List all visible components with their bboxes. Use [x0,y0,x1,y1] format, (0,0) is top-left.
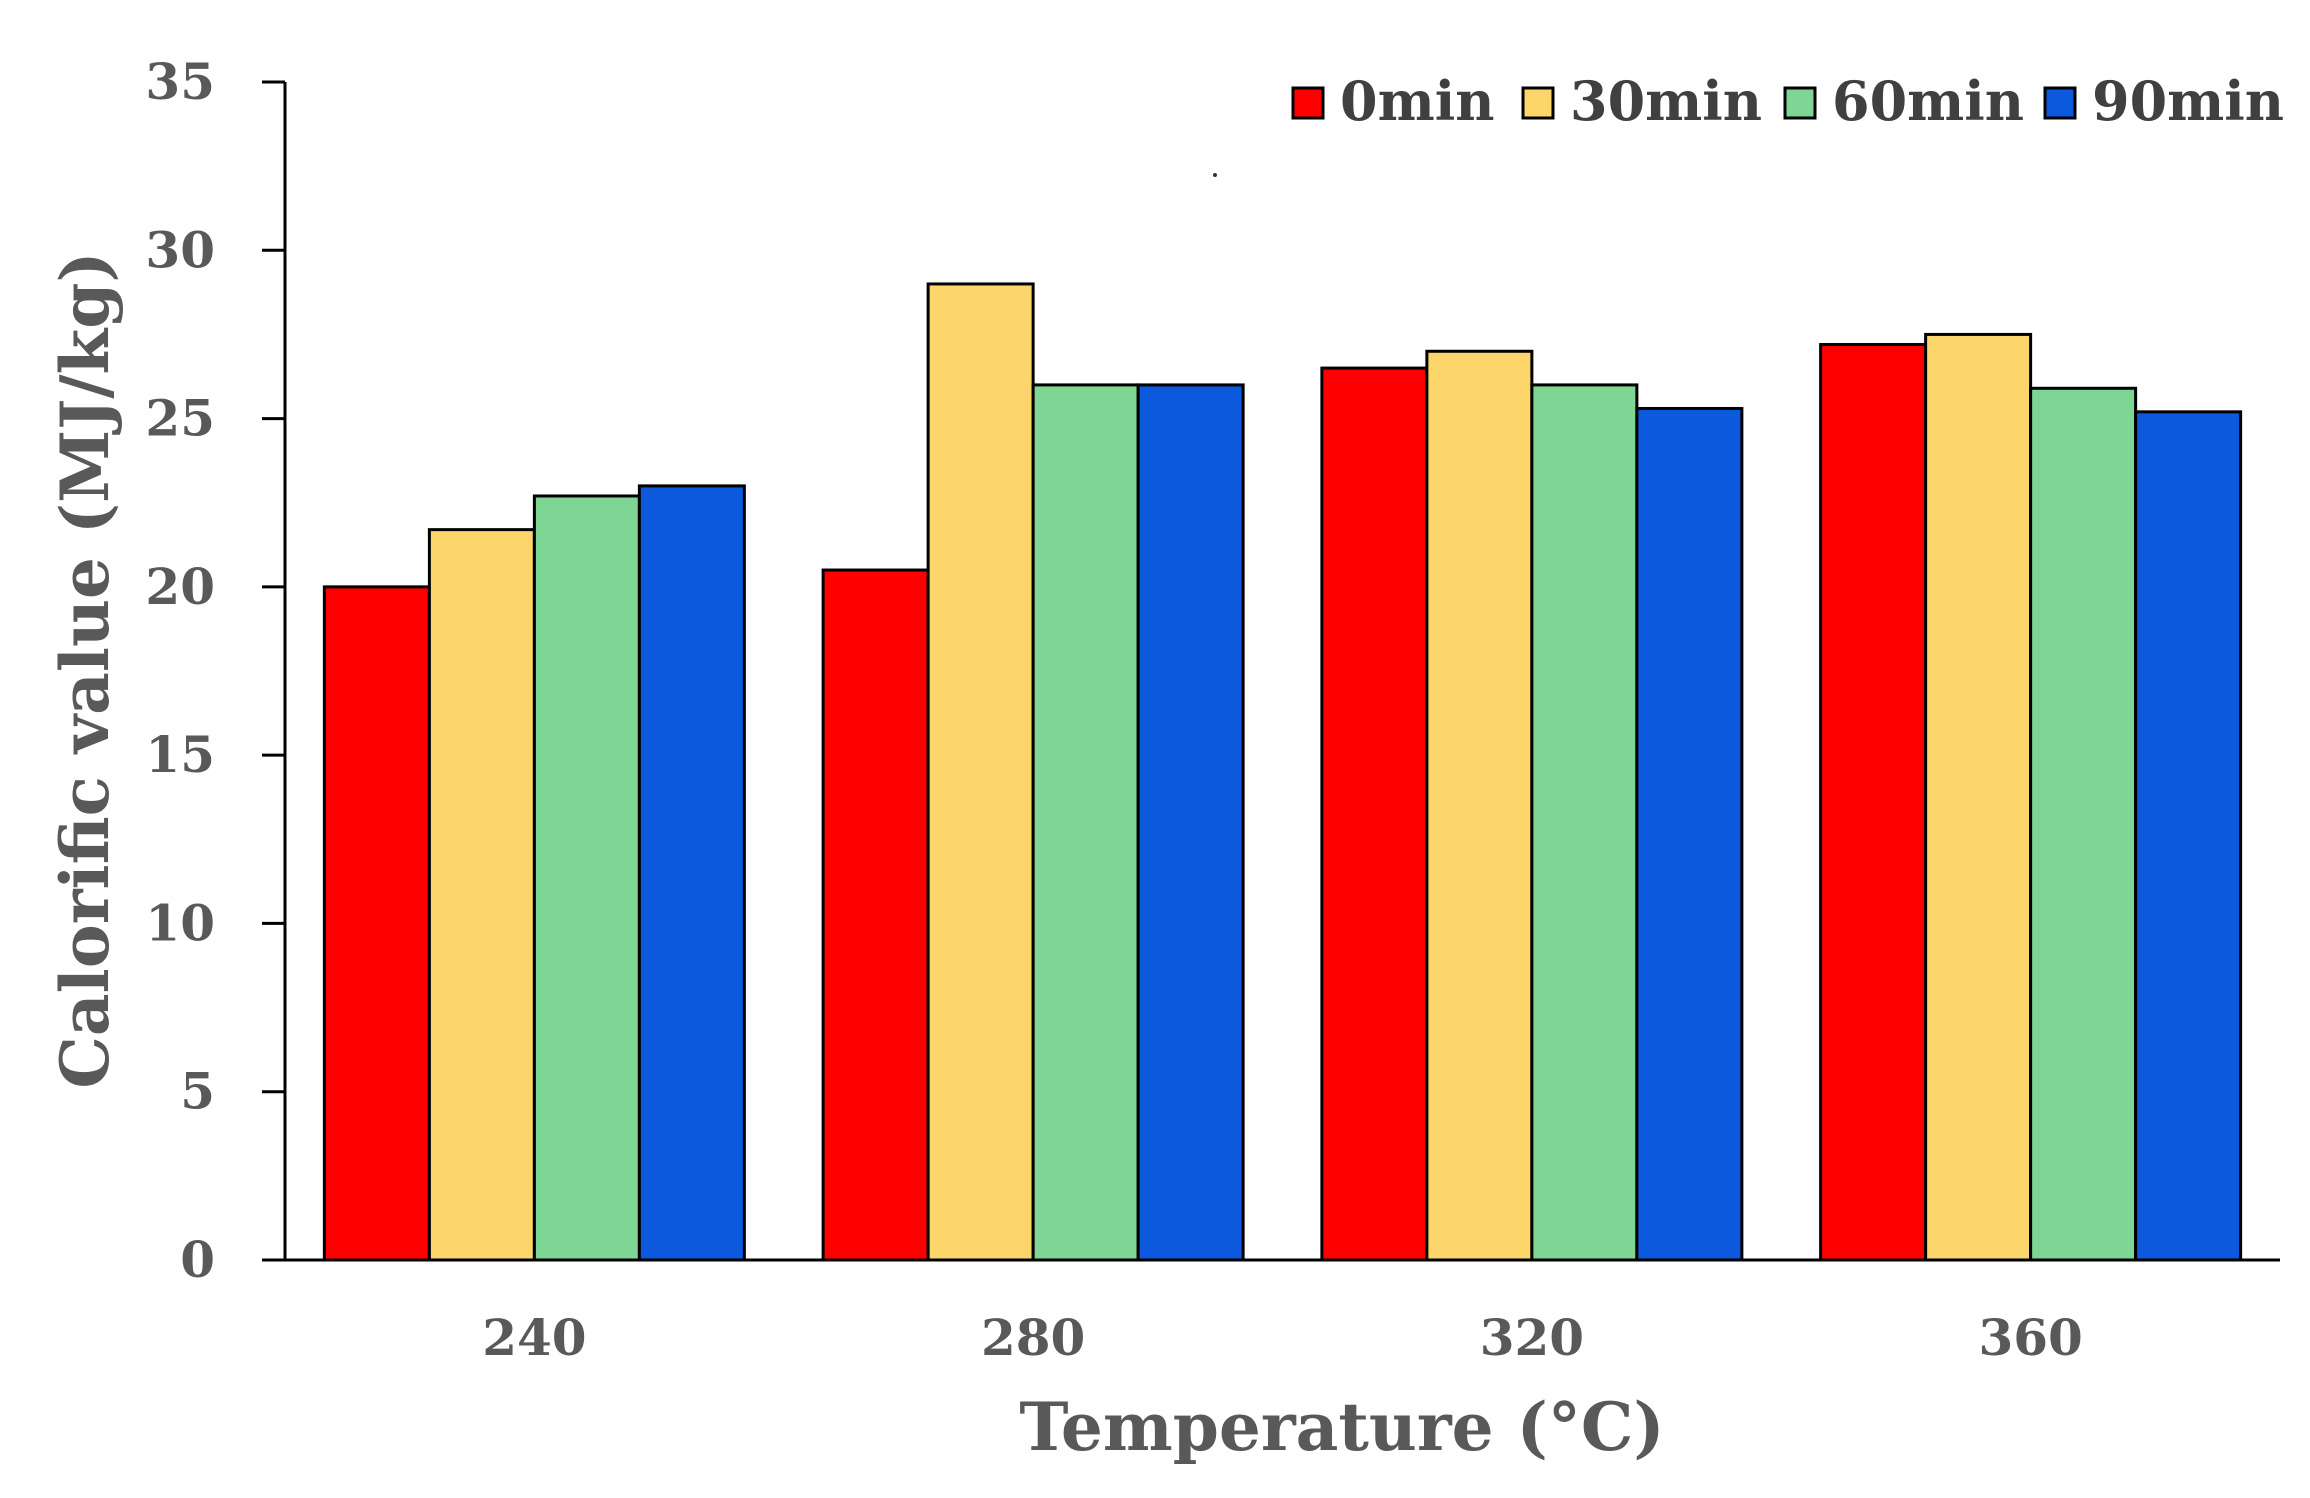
bar-90min-280 [1136,383,1245,1262]
legend-swatch-0min [1291,86,1325,120]
legend-label-60min: 60min [1832,69,2024,133]
axes-group [262,82,2280,1262]
y-ticks-group: 0 5 10 15 20 25 30 35 [145,52,285,1289]
bar-0min-240 [322,585,431,1262]
y-tick-label: 15 [145,725,215,784]
legend-swatch-90min [2043,86,2077,120]
bar-0min-360 [1819,343,1928,1262]
bars-group [322,282,2243,1262]
y-tick-label: 5 [180,1062,215,1121]
legend-label-30min: 30min [1570,69,1762,133]
bar-30min-240 [427,528,536,1262]
y-tick-label: 20 [145,557,215,616]
bar-30min-280 [926,282,1035,1262]
x-tick-label: 360 [1978,1308,2082,1367]
x-tick-label: 280 [981,1308,1085,1367]
y-tick-label: 35 [145,52,215,111]
x-ticks-group: 240 280 320 360 [482,1308,2083,1367]
y-tick-label: 30 [145,220,215,279]
bar-60min-320 [1530,383,1639,1262]
x-tick-label: 240 [482,1308,586,1367]
bar-90min-360 [2134,410,2243,1262]
y-tick-label: 10 [145,893,215,952]
legend-swatch-60min [1783,86,1817,120]
x-axis-title: Temperature (°C) [1019,1388,1664,1466]
y-tick-label: 25 [145,389,215,448]
bar-90min-240 [637,484,746,1262]
bar-90min-320 [1635,406,1744,1262]
bar-60min-280 [1031,383,1140,1262]
y-tick-label: 0 [180,1230,215,1289]
legend-label-90min: 90min [2092,69,2284,133]
legend-label-0min: 0min [1340,69,1495,133]
y-axis-title: Calorific value (MJ/kg) [46,251,124,1088]
bar-0min-280 [821,568,930,1262]
legend: 0min 30min 60min 90min [1291,69,2284,133]
stray-dot [1213,173,1217,177]
bar-60min-360 [2029,386,2138,1262]
bar-30min-320 [1425,349,1534,1262]
bar-0min-320 [1320,366,1429,1262]
legend-swatch-30min [1521,86,1555,120]
bar-60min-240 [532,494,641,1262]
x-tick-label: 320 [1480,1308,1584,1367]
bar-30min-360 [1924,332,2033,1262]
